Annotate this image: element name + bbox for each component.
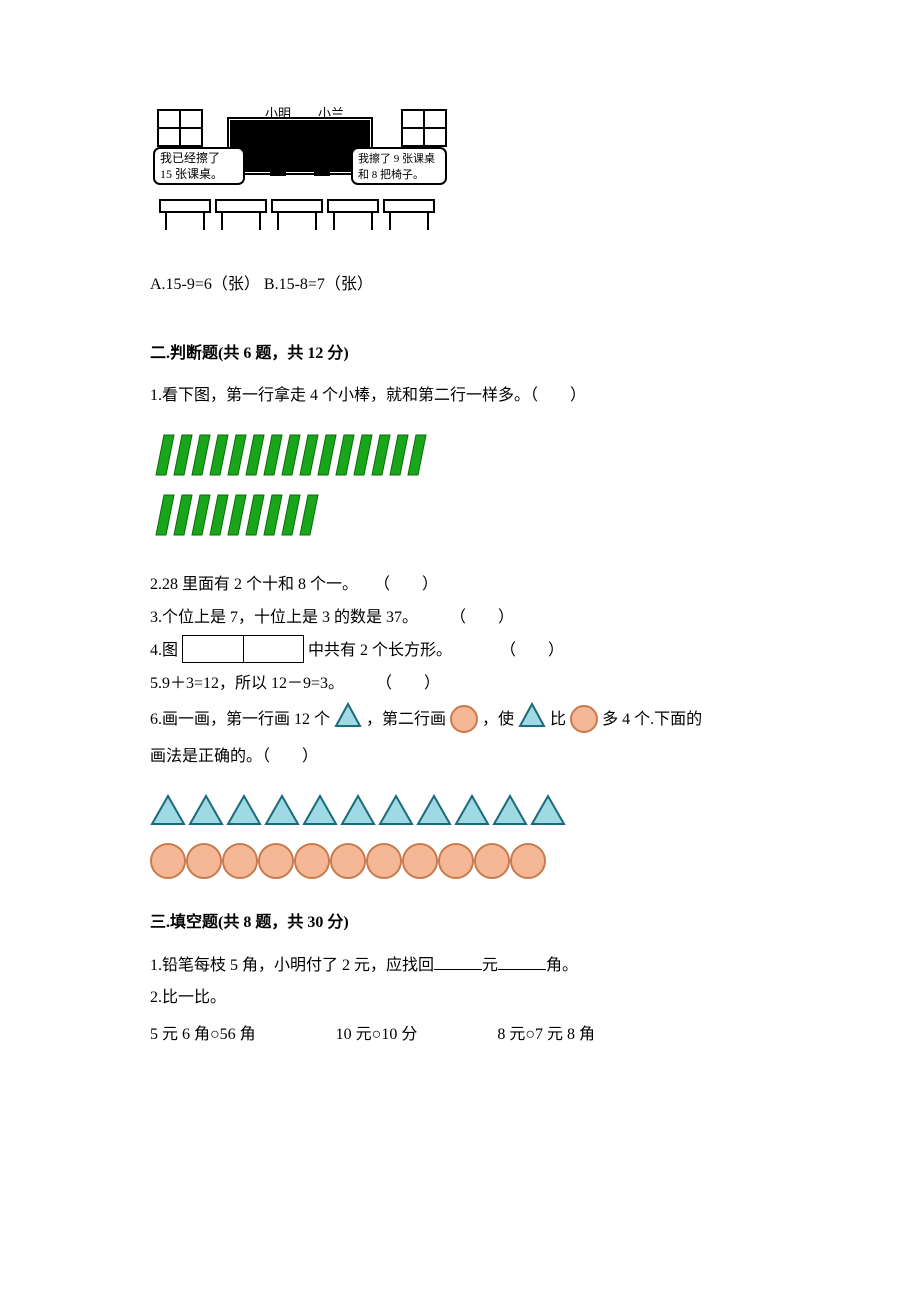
triangle-icon [334, 702, 362, 739]
svg-text:和 8 把椅子。: 和 8 把椅子。 [358, 167, 424, 181]
unit-yuan: 元 [482, 957, 498, 974]
s2-q6-e: 多 4 个.下面的 [602, 711, 702, 728]
triangle-shape [454, 794, 490, 837]
s2-q6-c: ，使 [482, 711, 514, 728]
s2-q5: 5.9＋3=12，所以 12－9=3。 （ ） [150, 670, 780, 699]
triangle-shape [264, 794, 300, 837]
classroom-svg: 小明 小兰 我已经擦了 15 张课桌。 我擦了 9 张课桌 和 8 把椅子。 [150, 100, 450, 240]
compare-2: 10 元○10 分 [336, 1021, 418, 1050]
compare-row: 5 元 6 角○56 角 10 元○10 分 8 元○7 元 8 角 [150, 1021, 780, 1050]
triangle-shape [226, 794, 262, 837]
triangle-shape [530, 794, 566, 837]
svg-text:我擦了 9 张课桌: 我擦了 9 张课桌 [358, 151, 435, 165]
sticks-figure [150, 431, 470, 551]
s2-q4-a: 4.图 [150, 642, 178, 659]
circle-shape [438, 843, 474, 879]
s2-q6-d: 比 [550, 711, 566, 728]
svg-text:我已经擦了: 我已经擦了 [160, 151, 220, 165]
mc-answers: A.15-9=6（张） B.15-8=7（张） [150, 271, 780, 300]
s2-q6-b: ，第二行画 [366, 711, 446, 728]
fill-blank[interactable] [434, 953, 482, 970]
rectangle-figure [182, 635, 304, 663]
s3-q1: 1.铅笔每枝 5 角，小明付了 2 元，应找回 元 角。 [150, 952, 780, 981]
circle-shape [222, 843, 258, 879]
triangle-shape [340, 794, 376, 837]
circle-icon [450, 705, 478, 733]
circle-row [150, 843, 780, 879]
circle-shape [402, 843, 438, 879]
s2-q3: 3.个位上是 7，十位上是 3 的数是 37。 （ ） [150, 604, 780, 633]
svg-text:小明: 小明 [265, 106, 291, 121]
circle-shape [294, 843, 330, 879]
s3-q1-a: 1.铅笔每枝 5 角，小明付了 2 元，应找回 [150, 957, 434, 974]
s2-q1: 1.看下图，第一行拿走 4 个小棒，就和第二行一样多。（ ） [150, 382, 780, 411]
circle-shape [366, 843, 402, 879]
triangle-shape [492, 794, 528, 837]
circle-icon [570, 705, 598, 733]
circle-shape [258, 843, 294, 879]
s2-q6-line2: 画法是正确的。（ ） [150, 743, 780, 772]
section-2-header: 二.判断题(共 6 题，共 12 分) [150, 340, 780, 369]
classroom-illustration: 小明 小兰 我已经擦了 15 张课桌。 我擦了 9 张课桌 和 8 把椅子。 [150, 100, 780, 251]
circle-shape [330, 843, 366, 879]
shapes-figure [150, 794, 780, 879]
triangle-shape [416, 794, 452, 837]
compare-3: 8 元○7 元 8 角 [497, 1021, 595, 1050]
triangle-icon [518, 702, 546, 739]
circle-shape [474, 843, 510, 879]
triangle-shape [150, 794, 186, 837]
circle-shape [510, 843, 546, 879]
s2-q6-line1: 6.画一画，第一行画 12 个 ，第二行画 ，使 比 多 4 个.下面的 [150, 702, 780, 739]
triangle-shape [378, 794, 414, 837]
s2-q6-a: 6.画一画，第一行画 12 个 [150, 711, 330, 728]
triangle-shape [188, 794, 224, 837]
worksheet-page: 小明 小兰 我已经擦了 15 张课桌。 我擦了 9 张课桌 和 8 把椅子。 [0, 0, 920, 1110]
s2-q4-b: 中共有 2 个长方形。 （ ） [308, 642, 564, 659]
fill-blank[interactable] [498, 953, 546, 970]
section-3-header: 三.填空题(共 8 题，共 30 分) [150, 909, 780, 938]
triangle-shape [302, 794, 338, 837]
unit-jiao: 角。 [546, 957, 578, 974]
s2-q2: 2.28 里面有 2 个十和 8 个一。 （ ） [150, 571, 780, 600]
circle-shape [186, 843, 222, 879]
compare-1: 5 元 6 角○56 角 [150, 1021, 256, 1050]
s3-q2: 2.比一比。 [150, 984, 780, 1013]
triangle-row [150, 794, 780, 837]
svg-text:小兰: 小兰 [318, 106, 344, 121]
svg-text:15 张课桌。: 15 张课桌。 [160, 167, 223, 181]
circle-shape [150, 843, 186, 879]
s2-q4: 4.图 中共有 2 个长方形。 （ ） [150, 637, 780, 666]
